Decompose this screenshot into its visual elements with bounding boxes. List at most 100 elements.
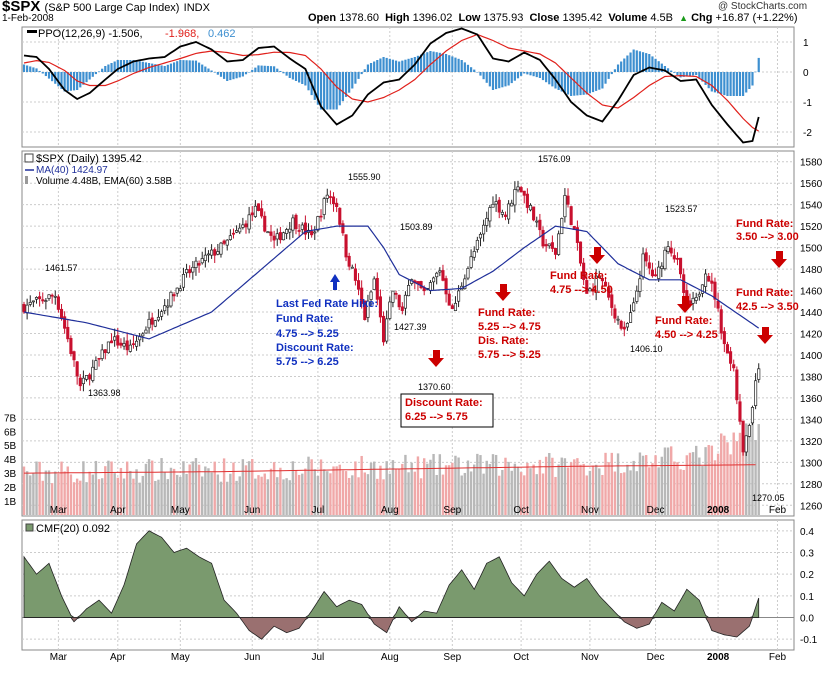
volume-bar [25, 471, 29, 515]
candle-body [725, 344, 730, 354]
candle-body [669, 247, 673, 254]
candle-body [122, 343, 126, 347]
volume-bar [404, 454, 407, 515]
ppo-histogram-bar [513, 72, 516, 81]
ppo-histogram-bar [604, 72, 607, 84]
candle-body [575, 227, 579, 243]
candle-body [100, 349, 104, 359]
volume-bar [301, 473, 304, 515]
candle-body [178, 288, 182, 292]
candle-body [141, 333, 145, 337]
volume-bar [279, 467, 282, 515]
ppo-histogram-bar [304, 72, 307, 86]
ppo-histogram-bar [51, 72, 54, 82]
box-note-2: 6.25 --> 5.75 [405, 411, 468, 423]
volume-bar [85, 482, 88, 515]
candle-body [266, 231, 270, 234]
volume-tick-label: 4B [4, 455, 17, 466]
r4-note-1: Fund Rate: [736, 287, 793, 299]
volume-bar [288, 480, 291, 515]
volume-bar [685, 455, 689, 515]
volume-bar [594, 464, 598, 515]
ppo-histogram-bar [607, 72, 610, 79]
candle-body [144, 329, 148, 334]
ppo-histogram-bar [276, 68, 279, 72]
chg-arrow-icon: ▲ [679, 13, 689, 23]
ppo-histogram-bar [282, 72, 285, 74]
price-chart [22, 180, 761, 515]
ppo-histogram-bar [176, 61, 179, 72]
ppo-histogram-bar [22, 64, 26, 72]
candle-body [469, 256, 473, 268]
cmf-legend: CMF(20) 0.092 [25, 523, 110, 535]
ppo-histogram-bar [451, 56, 454, 72]
ppo-histogram-bar [504, 72, 507, 87]
candle-body [113, 336, 117, 341]
ppo-histogram-bar [329, 72, 332, 110]
volume-bar [679, 469, 682, 515]
candle-body [188, 269, 192, 274]
volume-bar [735, 441, 739, 515]
volume-bar [551, 457, 554, 515]
volume-bar [307, 456, 310, 515]
ppo-histogram-bar [426, 52, 429, 72]
ppo-histogram-bar [229, 72, 232, 81]
ppo-histogram-bar [157, 64, 160, 72]
high-value: 1396.02 [412, 12, 453, 24]
ppo-histogram-bar [82, 72, 85, 85]
volume-bar [201, 476, 204, 515]
volume-bar [297, 474, 301, 515]
candle-body [185, 269, 189, 274]
candle-body [700, 284, 705, 294]
ma-legend-label: MA(40) 1424.97 [36, 165, 108, 176]
price-tick-label: 1260 [800, 501, 823, 512]
volume-bar [50, 483, 54, 515]
candle-body [219, 242, 223, 255]
volume-bar [344, 471, 348, 515]
ppo-histogram-bar [398, 61, 401, 72]
ppo-histogram-bar [520, 72, 523, 76]
ppo-histogram-bar [535, 72, 538, 78]
candle-body [206, 253, 211, 256]
candle-body [503, 214, 508, 217]
ppo-histogram-bar [307, 72, 310, 91]
r4-note-2: 42.5 --> 3.50 [736, 301, 799, 313]
ppo-histogram-bar [279, 70, 282, 72]
candle-body [713, 281, 717, 300]
ppo-histogram-bar [404, 59, 407, 72]
volume-bar [197, 464, 201, 515]
candle-body [328, 196, 332, 198]
volume-bar [276, 477, 279, 515]
ppo-histogram-bar [660, 63, 663, 72]
ppo-histogram-bar [523, 72, 526, 74]
ppo-histogram-bar [107, 64, 110, 72]
ppo-histogram-bar [401, 60, 404, 72]
annot-1427: 1427.39 [394, 322, 427, 332]
ppo-histogram-bar [160, 65, 163, 72]
month-label: Dec [647, 652, 665, 663]
ma40-line [23, 225, 760, 340]
down-arrow-icon [495, 284, 511, 301]
volume-bar [657, 467, 660, 515]
down-arrow-icon [428, 350, 444, 367]
month-label: Oct [513, 505, 529, 516]
fed-hike-note: Last Fed Rate Hike: Fund Rate: 4.75 --> … [276, 274, 378, 368]
down-arrow-icon [677, 296, 693, 313]
volume-bar [573, 459, 576, 515]
candle-body [119, 342, 123, 346]
price-tick-label: 1560 [800, 179, 823, 190]
ppo-histogram-bar [294, 72, 298, 81]
ppo-histogram-bar [541, 72, 545, 81]
volume-bar [691, 452, 695, 515]
candle-body [622, 326, 626, 330]
candle-body [191, 266, 195, 273]
volume-bar [557, 464, 560, 515]
volume-bar [732, 432, 735, 515]
volume-bar [523, 475, 526, 515]
ppo-histogram-bar [738, 72, 742, 96]
candle-body [716, 300, 720, 309]
ppo-histogram-bar [129, 60, 132, 72]
discount-rate-box [400, 393, 494, 428]
candle-body [169, 291, 173, 307]
r5-note-1: Fund Rate: [736, 218, 793, 230]
